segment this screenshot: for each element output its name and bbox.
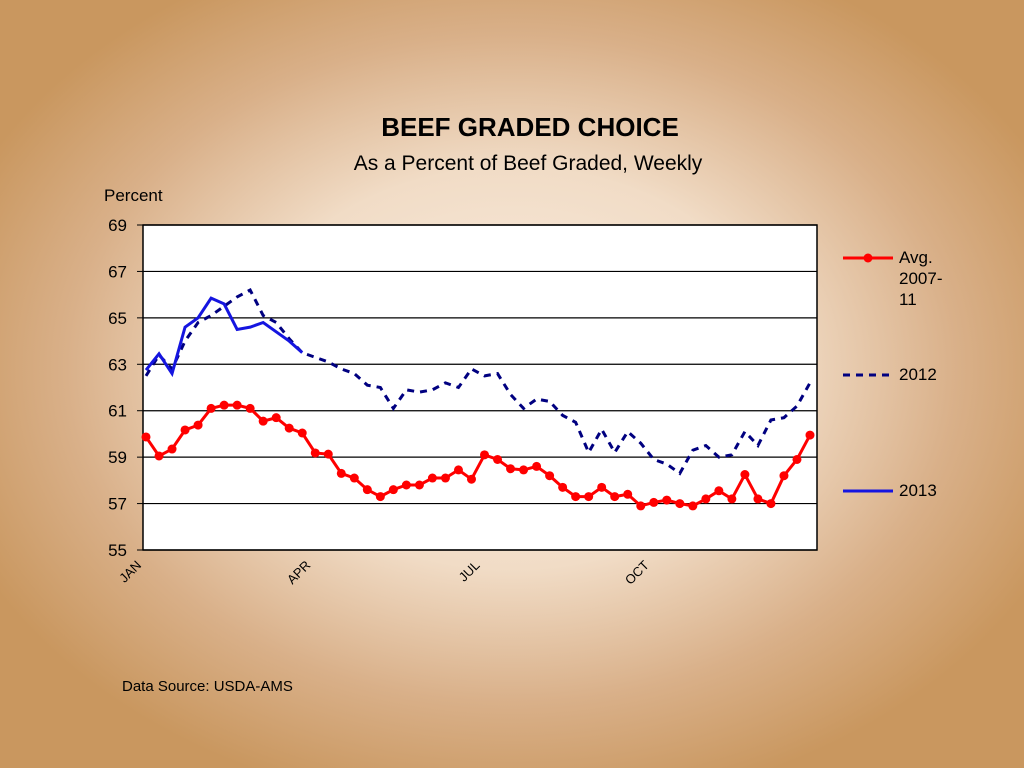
series-marker: [519, 465, 529, 475]
series-marker: [571, 492, 581, 502]
series-marker: [323, 449, 333, 459]
series-marker: [727, 494, 737, 504]
series-marker: [180, 425, 190, 435]
series-marker: [688, 501, 698, 511]
series-marker: [480, 450, 490, 460]
y-tick-label: 57: [108, 495, 127, 514]
plot-frame: [142, 224, 818, 551]
series-marker: [506, 464, 516, 474]
chart-title: BEEF GRADED CHOICE: [381, 112, 679, 142]
source-note: Data Source: USDA-AMS: [122, 678, 293, 695]
y-tick-label: 61: [108, 402, 127, 421]
plot-area: [143, 225, 817, 550]
series-marker: [584, 492, 594, 502]
legend-label: 2013: [899, 481, 937, 500]
series-marker: [297, 428, 307, 438]
series-marker: [219, 400, 229, 410]
series-marker: [258, 416, 268, 426]
y-axis-label: Percent: [104, 186, 163, 205]
series-marker: [388, 485, 398, 495]
series-marker: [532, 461, 542, 471]
series-marker: [779, 471, 789, 481]
series-marker: [336, 468, 346, 478]
series-marker: [753, 494, 763, 504]
series-marker: [649, 497, 659, 507]
series-marker: [493, 454, 503, 464]
series-marker: [662, 495, 672, 505]
y-tick-label: 69: [108, 216, 127, 235]
x-tick-label: JUL: [456, 558, 483, 585]
series-marker: [805, 430, 815, 440]
series-marker: [623, 489, 633, 499]
y-tick-label: 55: [108, 541, 127, 560]
series-marker: [440, 473, 450, 483]
x-tick-label: APR: [284, 558, 314, 588]
series-marker: [141, 432, 151, 442]
series-marker: [701, 494, 711, 504]
series-marker: [545, 471, 555, 481]
series-marker: [310, 448, 320, 458]
series-marker: [362, 485, 372, 495]
series-marker: [427, 473, 437, 483]
series-marker: [232, 400, 242, 410]
series-marker: [597, 482, 607, 492]
series-marker: [766, 499, 776, 509]
legend-label: 2012: [899, 365, 937, 384]
series-marker: [206, 403, 216, 413]
series-marker: [414, 480, 424, 490]
series-marker: [401, 480, 411, 490]
y-tick-label: 65: [108, 309, 127, 328]
y-tick-label: 63: [108, 355, 127, 374]
series-line: [144, 403, 812, 508]
series-marker: [154, 451, 164, 461]
series-marker: [740, 470, 750, 480]
legend-marker: [863, 253, 873, 263]
series-marker: [675, 499, 685, 509]
series-marker: [375, 492, 385, 502]
series-marker: [349, 473, 359, 483]
series-marker: [284, 423, 294, 433]
legend-label: Avg. 2007-11: [899, 248, 943, 309]
y-tick-label: 67: [108, 262, 127, 281]
series-marker: [610, 492, 620, 502]
series-line: [144, 296, 304, 378]
chart-subtitle: As a Percent of Beef Graded, Weekly: [354, 152, 703, 175]
series-marker: [271, 413, 281, 423]
series-marker: [636, 501, 646, 511]
series-marker: [167, 444, 177, 454]
x-tick-label: OCT: [622, 557, 652, 587]
series-marker: [245, 403, 255, 413]
series-line: [144, 287, 812, 476]
series-marker: [714, 486, 724, 496]
series-marker: [193, 420, 203, 430]
y-tick-label: 59: [108, 448, 127, 467]
series-marker: [453, 465, 463, 475]
series-marker: [792, 454, 802, 464]
series-marker: [466, 474, 476, 484]
series-marker: [558, 482, 568, 492]
x-tick-label: JAN: [116, 558, 144, 586]
